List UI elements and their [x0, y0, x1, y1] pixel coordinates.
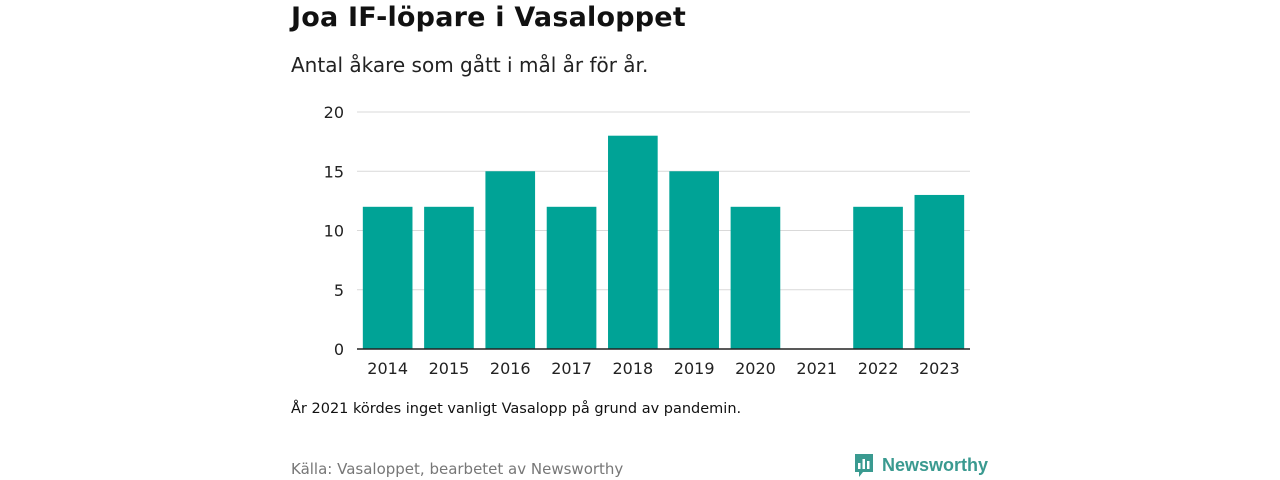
bar [424, 206, 474, 349]
x-tick-label: 2017 [551, 359, 592, 378]
x-tick-label: 2014 [367, 359, 408, 378]
newsworthy-logo: Newsworthy [853, 452, 988, 478]
x-tick-label: 2023 [919, 359, 960, 378]
bar [730, 206, 781, 349]
bar [608, 135, 658, 349]
x-tick-label: 2019 [674, 359, 715, 378]
y-tick-label: 10 [324, 222, 344, 241]
y-tick-label: 5 [334, 281, 344, 300]
x-tick-label: 2015 [429, 359, 470, 378]
x-tick-label: 2020 [735, 359, 776, 378]
x-tick-label: 2021 [796, 359, 837, 378]
y-tick-label: 20 [324, 103, 344, 122]
bar-chart: 0 5 10 15 20 2014 2015 2016 2017 2018 2019 2020 2021… [324, 103, 970, 378]
x-tick-label: 2022 [858, 359, 899, 378]
source-credit: Källa: Vasaloppet, bearbetet av Newswort… [291, 460, 624, 478]
x-tick-label: 2016 [490, 359, 531, 378]
bar [914, 194, 965, 349]
bar [546, 206, 597, 349]
y-tick-label: 0 [334, 340, 344, 359]
newsworthy-chart-icon [855, 454, 873, 477]
x-tick-label: 2018 [612, 359, 653, 378]
chart-title: Joa IF-löpare i Vasaloppet [291, 2, 686, 33]
bar [669, 171, 719, 349]
y-tick-label: 15 [324, 162, 344, 181]
chart-subtitle: Antal åkare som gått i mål år för år. [291, 53, 649, 77]
brand-name: Newsworthy [882, 454, 989, 475]
bar [362, 206, 413, 349]
bar [853, 206, 903, 349]
bar [485, 171, 536, 349]
chart-note: År 2021 kördes inget vanligt Vasalopp på… [291, 401, 742, 417]
